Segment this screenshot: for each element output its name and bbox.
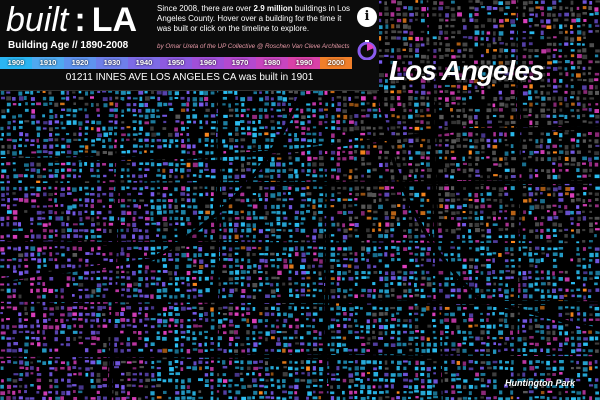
timeline-bar[interactable]: 1909 1910 1920 1930 1940 1950 1960 1970 1980 1990… — [0, 57, 352, 69]
info-panel: built: LA Building Age // 1890-2008 Since… — [0, 0, 379, 91]
label-los-angeles: Los Angeles — [389, 55, 544, 86]
description-prefix: Since 2008, there are over — [157, 4, 254, 13]
credit-line: by Omar Ureta of the UP Collective @ Ros… — [157, 43, 350, 50]
app-title: built: LA — [6, 2, 137, 38]
label-huntington-park: Huntington Park — [505, 378, 575, 388]
timeline-tick[interactable]: 1909 — [0, 57, 32, 69]
timer-icon[interactable] — [357, 40, 377, 60]
info-icon[interactable]: i — [357, 7, 377, 27]
timeline-tick[interactable]: 1930 — [96, 57, 128, 69]
description: Since 2008, there are over 2.9 million b… — [157, 4, 353, 34]
title-built: built — [6, 1, 69, 39]
timeline-tick[interactable]: 1940 — [128, 57, 160, 69]
title-la: LA — [91, 1, 138, 39]
title-separator: : — [74, 1, 86, 39]
description-bold: 2.9 million — [253, 4, 293, 13]
timeline-tick[interactable]: 1920 — [64, 57, 96, 69]
timeline-tick[interactable]: 1960 — [192, 57, 224, 69]
timeline-tick[interactable]: 1980 — [256, 57, 288, 69]
description-suffix: buildings in Los Angeles County. Hover o… — [157, 4, 351, 33]
timeline-tick[interactable]: 2000 — [320, 57, 352, 69]
app-subtitle: Building Age // 1890-2008 — [8, 40, 129, 51]
timeline-tick[interactable]: 1990 — [288, 57, 320, 69]
timeline-tick[interactable]: 1970 — [224, 57, 256, 69]
timeline-tick[interactable]: 1910 — [32, 57, 64, 69]
status-text: 01211 INNES AVE LOS ANGELES CA was built… — [65, 72, 314, 83]
timeline-tick[interactable]: 1950 — [160, 57, 192, 69]
